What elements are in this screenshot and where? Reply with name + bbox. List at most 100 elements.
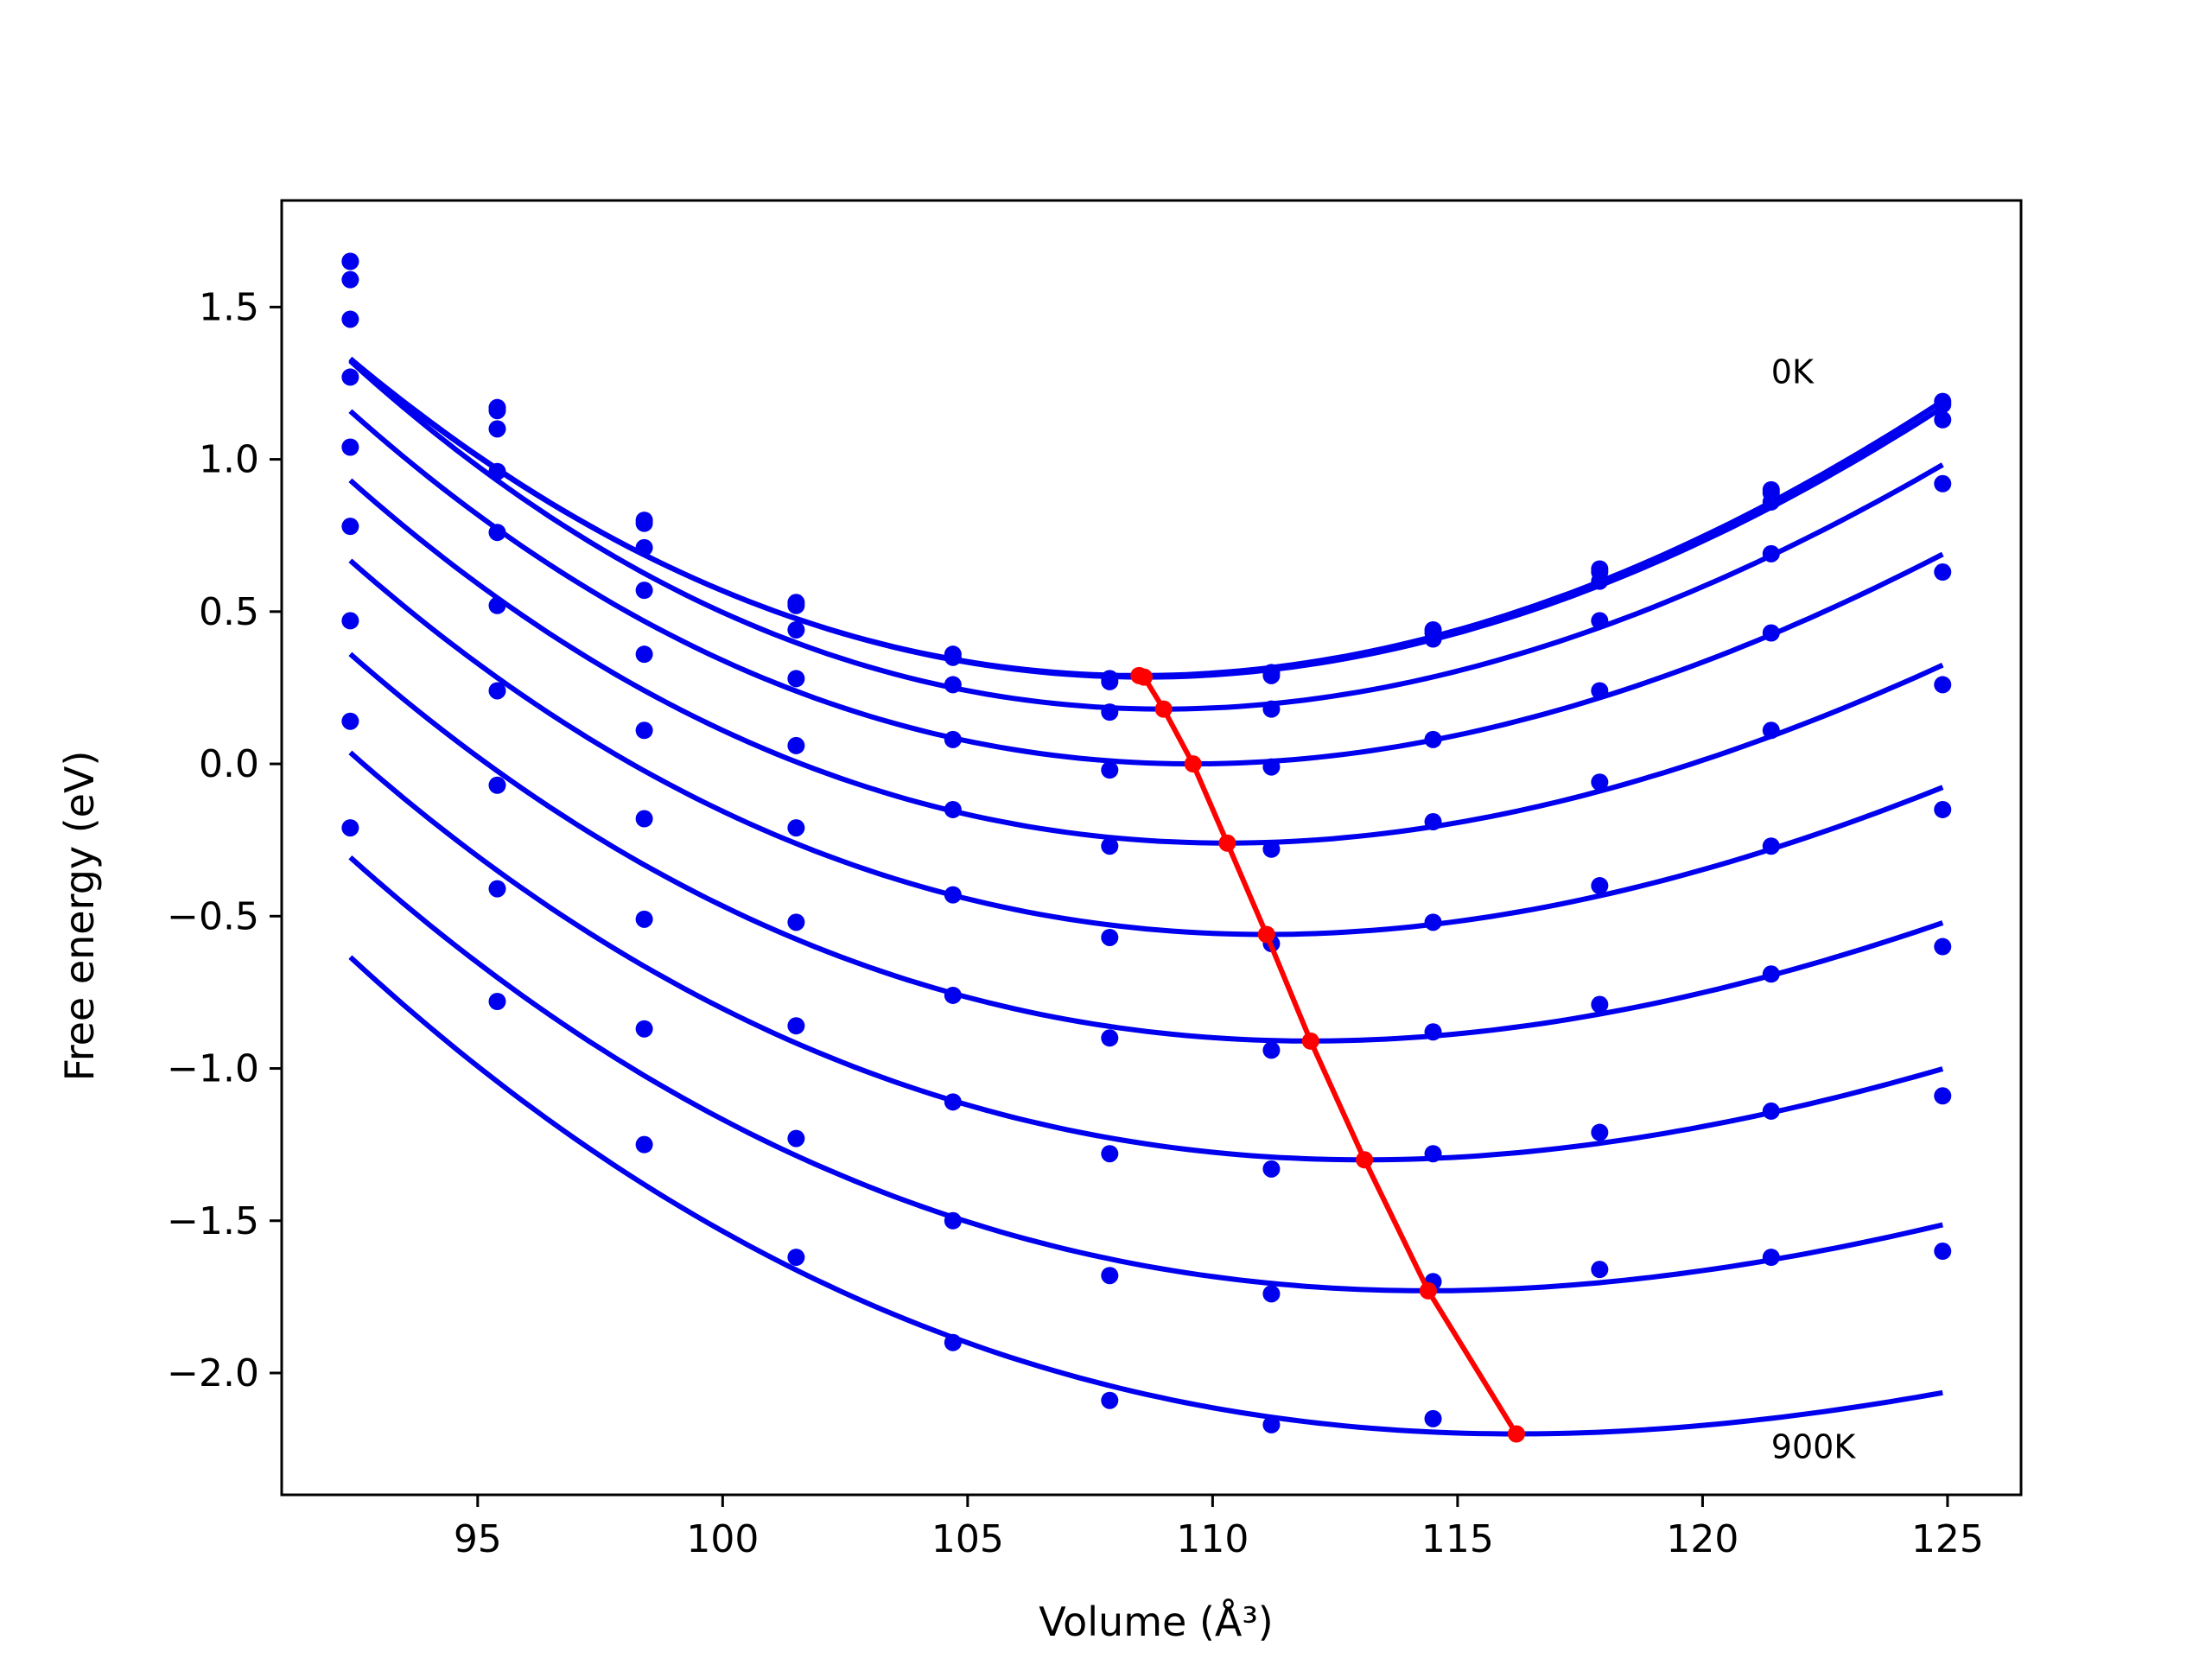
fit-curve-5 bbox=[348, 558, 1944, 938]
data-point bbox=[488, 462, 506, 480]
data-point bbox=[787, 1129, 805, 1147]
data-point bbox=[1424, 1023, 1442, 1041]
data-point bbox=[1101, 928, 1119, 946]
data-point bbox=[1934, 676, 1952, 694]
y-tick-label: 1.0 bbox=[199, 438, 259, 482]
data-point bbox=[1934, 1087, 1952, 1105]
data-point bbox=[341, 368, 359, 386]
data-point bbox=[1262, 1285, 1281, 1303]
data-point bbox=[1591, 612, 1609, 630]
data-point bbox=[341, 270, 359, 289]
data-point bbox=[1262, 758, 1281, 776]
data-point bbox=[635, 538, 653, 556]
data-point bbox=[341, 819, 359, 837]
data-point bbox=[1262, 1160, 1281, 1178]
data-point bbox=[1424, 730, 1442, 748]
y-tick-label: 1.5 bbox=[199, 285, 259, 329]
fit-curve-7 bbox=[348, 750, 1944, 1163]
data-point bbox=[1762, 837, 1780, 855]
data-point bbox=[1762, 965, 1780, 983]
y-tick-label: −1.0 bbox=[167, 1047, 259, 1091]
data-point bbox=[944, 886, 962, 904]
x-tick-label: 95 bbox=[454, 1517, 502, 1561]
x-tick-label: 105 bbox=[931, 1517, 1004, 1561]
data-point bbox=[1424, 1145, 1442, 1163]
fit-curve-8 bbox=[348, 855, 1943, 1294]
data-point bbox=[488, 420, 506, 438]
data-point bbox=[1262, 1415, 1281, 1433]
minimum-point bbox=[1154, 700, 1173, 718]
minima-path bbox=[1130, 666, 1525, 1443]
plot-frame bbox=[280, 199, 2023, 1497]
data-point bbox=[1934, 563, 1952, 582]
data-point bbox=[1934, 474, 1952, 493]
x-axis-label: Volume (Å³) bbox=[1039, 1599, 1274, 1645]
minimum-point bbox=[1301, 1032, 1319, 1050]
data-point bbox=[488, 524, 506, 542]
data-point bbox=[944, 1333, 962, 1351]
data-point bbox=[635, 1135, 653, 1154]
data-point bbox=[341, 438, 359, 456]
data-point bbox=[1762, 624, 1780, 642]
data-point bbox=[1101, 1145, 1119, 1163]
fit-curve-2 bbox=[348, 359, 1944, 712]
data-point bbox=[1934, 410, 1952, 429]
x-axis: 95 100 105 110 115 120 125 bbox=[454, 1495, 1984, 1561]
data-point bbox=[635, 645, 653, 664]
data-point bbox=[635, 721, 653, 740]
data-point bbox=[787, 620, 805, 639]
data-point bbox=[1762, 721, 1780, 740]
data-point bbox=[787, 596, 805, 614]
data-point bbox=[1934, 938, 1952, 956]
data-point bbox=[635, 514, 653, 532]
data-point bbox=[341, 612, 359, 630]
data-point bbox=[1591, 572, 1609, 590]
data-point bbox=[787, 819, 805, 837]
data-point bbox=[944, 1093, 962, 1111]
data-point bbox=[1591, 995, 1609, 1014]
data-point bbox=[1262, 1041, 1281, 1059]
data-point bbox=[1101, 1029, 1119, 1047]
data-point bbox=[1424, 913, 1442, 931]
data-point bbox=[1934, 1243, 1952, 1261]
minimum-point bbox=[1184, 755, 1202, 773]
data-point bbox=[1934, 800, 1952, 818]
fit-curve-6 bbox=[348, 652, 1944, 1044]
data-point bbox=[1591, 682, 1609, 700]
fit-curves bbox=[348, 356, 1944, 1437]
minima-line bbox=[1138, 673, 1519, 1436]
data-point bbox=[1591, 1261, 1609, 1279]
data-point bbox=[1591, 773, 1609, 791]
data-point bbox=[944, 800, 962, 818]
annotation-900k: 900K bbox=[1771, 1428, 1857, 1466]
data-point bbox=[944, 1211, 962, 1230]
data-point bbox=[1101, 1267, 1119, 1285]
x-tick-label: 110 bbox=[1176, 1517, 1249, 1561]
fit-curve-9 bbox=[348, 955, 1943, 1437]
data-point bbox=[787, 1249, 805, 1267]
data-point bbox=[635, 1020, 653, 1038]
data-point bbox=[341, 252, 359, 270]
data-point bbox=[787, 670, 805, 688]
data-point bbox=[787, 1017, 805, 1035]
x-tick-label: 125 bbox=[1911, 1517, 1984, 1561]
data-point bbox=[944, 648, 962, 666]
data-point bbox=[488, 596, 506, 614]
data-point bbox=[488, 992, 506, 1010]
y-tick-label: −0.5 bbox=[167, 894, 259, 938]
data-point bbox=[1424, 813, 1442, 831]
data-point bbox=[1101, 837, 1119, 855]
y-tick-label: −1.5 bbox=[167, 1199, 259, 1243]
data-point bbox=[635, 582, 653, 600]
x-tick-label: 120 bbox=[1666, 1517, 1738, 1561]
data-point bbox=[787, 913, 805, 931]
minimum-point bbox=[1257, 925, 1275, 944]
y-tick-label: 0.5 bbox=[199, 590, 259, 634]
data-point bbox=[1762, 544, 1780, 563]
x-tick-label: 115 bbox=[1421, 1517, 1494, 1561]
data-point bbox=[1101, 672, 1119, 690]
data-point bbox=[1424, 630, 1442, 648]
data-point bbox=[1934, 396, 1952, 414]
minimum-point bbox=[1507, 1425, 1525, 1443]
data-point bbox=[488, 682, 506, 700]
